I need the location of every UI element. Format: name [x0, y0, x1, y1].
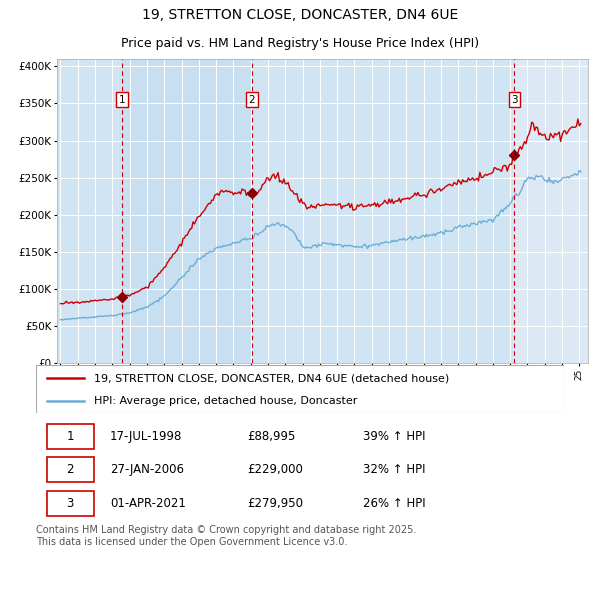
- Text: 39% ↑ HPI: 39% ↑ HPI: [364, 430, 426, 443]
- FancyBboxPatch shape: [47, 457, 94, 482]
- Text: 1: 1: [118, 95, 125, 105]
- Text: 2: 2: [67, 463, 74, 476]
- Bar: [57, 59, 122, 363]
- Text: 3: 3: [67, 497, 74, 510]
- Text: £229,000: £229,000: [247, 463, 303, 476]
- Text: 1: 1: [67, 430, 74, 443]
- Text: 17-JUL-1998: 17-JUL-1998: [110, 430, 182, 443]
- Text: HPI: Average price, detached house, Doncaster: HPI: Average price, detached house, Donc…: [94, 396, 358, 406]
- Text: 3: 3: [511, 95, 518, 105]
- Text: Contains HM Land Registry data © Crown copyright and database right 2025.
This d: Contains HM Land Registry data © Crown c…: [36, 525, 416, 547]
- Bar: [252, 59, 514, 363]
- Text: 27-JAN-2006: 27-JAN-2006: [110, 463, 184, 476]
- Text: 2: 2: [248, 95, 255, 105]
- Text: Price paid vs. HM Land Registry's House Price Index (HPI): Price paid vs. HM Land Registry's House …: [121, 37, 479, 50]
- Text: £279,950: £279,950: [247, 497, 303, 510]
- Text: 01-APR-2021: 01-APR-2021: [110, 497, 186, 510]
- FancyBboxPatch shape: [36, 365, 564, 413]
- FancyBboxPatch shape: [47, 491, 94, 516]
- Text: 26% ↑ HPI: 26% ↑ HPI: [364, 497, 426, 510]
- FancyBboxPatch shape: [47, 424, 94, 449]
- Text: 19, STRETTON CLOSE, DONCASTER, DN4 6UE: 19, STRETTON CLOSE, DONCASTER, DN4 6UE: [142, 8, 458, 22]
- Text: 32% ↑ HPI: 32% ↑ HPI: [364, 463, 426, 476]
- Text: 19, STRETTON CLOSE, DONCASTER, DN4 6UE (detached house): 19, STRETTON CLOSE, DONCASTER, DN4 6UE (…: [94, 373, 449, 383]
- Text: £88,995: £88,995: [247, 430, 296, 443]
- Bar: [122, 59, 252, 363]
